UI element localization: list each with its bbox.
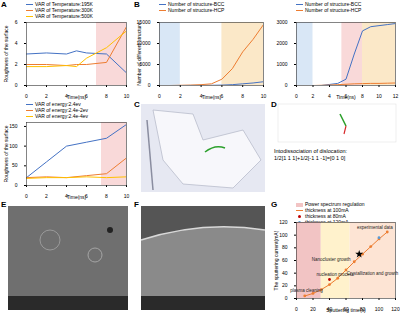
svg-text:0: 0 bbox=[295, 93, 298, 99]
svg-text:0: 0 bbox=[25, 193, 28, 199]
html-text:B: B bbox=[134, 0, 140, 9]
html-text:1/2[1 1 1]+1/2[-1 1 -1]=[0 1 0: 1/2[1 1 1]+1/2[-1 1 -1]=[0 1 0] bbox=[274, 155, 346, 161]
html-text:VAR of energy:2.4e-2ev: VAR of energy:2.4e-2ev bbox=[35, 107, 88, 113]
svg-text:6: 6 bbox=[85, 93, 88, 100]
svg-text:6: 6 bbox=[15, 19, 18, 25]
html-text:VAR of energy:2.4ev: VAR of energy:2.4ev bbox=[35, 101, 81, 107]
html-text:Intodissociation of dislocatio: Intodissociation of dislocation: bbox=[274, 148, 348, 154]
svg-text:Sputtering time(s): Sputtering time(s) bbox=[326, 307, 366, 313]
html-text:thickness at 100mA: thickness at 100mA bbox=[305, 207, 349, 213]
svg-text:5000: 5000 bbox=[139, 61, 151, 68]
svg-text:150: 150 bbox=[9, 123, 18, 129]
svg-text:Time(ns): Time(ns) bbox=[202, 94, 222, 100]
svg-text:4: 4 bbox=[328, 93, 331, 99]
svg-text:2000: 2000 bbox=[276, 40, 287, 46]
svg-text:120: 120 bbox=[279, 219, 288, 225]
html-text:Number of structure-BCC: Number of structure-BCC bbox=[168, 1, 225, 7]
html-text:VAR of Temperature:500K: VAR of Temperature:500K bbox=[35, 13, 93, 19]
svg-text:0: 0 bbox=[285, 82, 288, 88]
svg-text:50: 50 bbox=[12, 162, 18, 168]
html-text:G: G bbox=[271, 200, 278, 209]
svg-text:0: 0 bbox=[15, 182, 18, 188]
svg-text:100: 100 bbox=[375, 306, 384, 312]
svg-text:15000: 15000 bbox=[136, 19, 151, 26]
html-text:Power spectrum regulation: Power spectrum regulation bbox=[305, 201, 365, 207]
html-text:VAR of energy:2.4e-4ev: VAR of energy:2.4e-4ev bbox=[35, 113, 88, 119]
svg-text:40: 40 bbox=[282, 270, 288, 276]
svg-text:0: 0 bbox=[285, 295, 288, 301]
svg-text:0: 0 bbox=[25, 93, 28, 99]
svg-text:Nanocluster growth: Nanocluster growth bbox=[312, 257, 351, 262]
svg-text:10: 10 bbox=[261, 93, 267, 99]
svg-text:10: 10 bbox=[124, 93, 130, 99]
svg-text:0: 0 bbox=[148, 82, 151, 88]
svg-text:Time(ns): Time(ns) bbox=[67, 94, 87, 100]
svg-text:Time(ns): Time(ns) bbox=[336, 94, 356, 100]
svg-text:2: 2 bbox=[179, 93, 182, 99]
svg-text:4: 4 bbox=[15, 40, 18, 46]
svg-text:2: 2 bbox=[45, 93, 48, 99]
svg-text:10000: 10000 bbox=[136, 40, 151, 47]
svg-text:0: 0 bbox=[15, 82, 18, 88]
svg-text:20: 20 bbox=[282, 282, 288, 288]
svg-text:nucleation process: nucleation process bbox=[316, 271, 354, 277]
svg-text:plasma cleaning: plasma cleaning bbox=[290, 288, 323, 293]
html-text:C: C bbox=[134, 100, 140, 109]
svg-text:Time(ns): Time(ns) bbox=[67, 194, 87, 200]
html-text:thickness at 120mA: thickness at 120mA bbox=[305, 219, 349, 225]
svg-text:120: 120 bbox=[391, 306, 400, 312]
svg-text:10: 10 bbox=[124, 193, 130, 199]
svg-text:60: 60 bbox=[282, 257, 288, 263]
html-text:F: F bbox=[134, 200, 139, 209]
svg-text:6: 6 bbox=[220, 93, 224, 100]
html-text:VAR of Temperature:195K: VAR of Temperature:195K bbox=[35, 1, 93, 7]
svg-text:8: 8 bbox=[361, 93, 364, 99]
svg-text:8: 8 bbox=[105, 193, 108, 199]
html-text:Number of structure-BCC: Number of structure-BCC bbox=[305, 1, 362, 7]
svg-text:100: 100 bbox=[9, 143, 18, 149]
svg-text:6: 6 bbox=[85, 193, 88, 200]
svg-text:Number of different structure: Number of different structure bbox=[136, 22, 142, 86]
svg-text:The sputtering current(mA): The sputtering current(mA) bbox=[273, 230, 279, 290]
svg-text:Roughness of the surface: Roughness of the surface bbox=[3, 125, 9, 182]
svg-text:experimental data: experimental data bbox=[357, 225, 393, 230]
svg-text:Roughness of the surface: Roughness of the surface bbox=[3, 25, 9, 82]
svg-text:12: 12 bbox=[393, 93, 399, 99]
html-text:E: E bbox=[1, 200, 7, 209]
svg-text:0: 0 bbox=[295, 306, 298, 312]
svg-text:80: 80 bbox=[282, 244, 288, 250]
svg-text:2: 2 bbox=[45, 193, 48, 199]
svg-text:8: 8 bbox=[105, 93, 108, 99]
html-text:A: A bbox=[1, 0, 7, 9]
svg-text:Crystallization and growth: Crystallization and growth bbox=[347, 271, 399, 276]
svg-text:10: 10 bbox=[376, 93, 382, 99]
html-text:VAR of Temperature:300K: VAR of Temperature:300K bbox=[35, 7, 93, 13]
svg-text:2: 2 bbox=[15, 61, 18, 67]
html-text:D: D bbox=[271, 100, 277, 109]
html-text:thickness at 80mA: thickness at 80mA bbox=[305, 213, 346, 219]
svg-text:3000: 3000 bbox=[276, 19, 287, 25]
svg-text:0: 0 bbox=[158, 93, 161, 99]
svg-text:8: 8 bbox=[241, 93, 244, 99]
html-text:Number of structure-HCP: Number of structure-HCP bbox=[168, 7, 225, 13]
html-text:Number of structure-HCP: Number of structure-HCP bbox=[305, 7, 362, 13]
svg-text:1000: 1000 bbox=[276, 61, 287, 67]
svg-text:20: 20 bbox=[310, 306, 316, 312]
svg-text:100: 100 bbox=[279, 232, 288, 238]
svg-text:2: 2 bbox=[312, 93, 315, 99]
